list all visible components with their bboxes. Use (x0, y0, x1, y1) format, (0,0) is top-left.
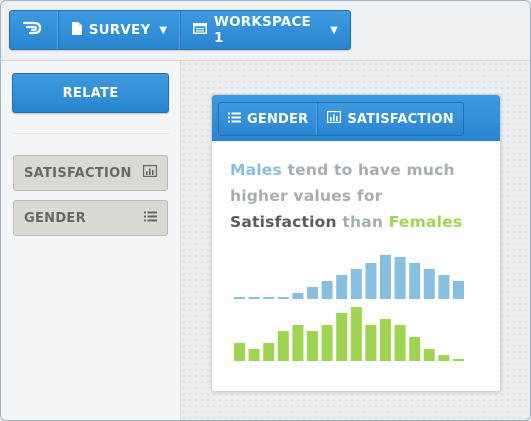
list-icon (144, 211, 157, 226)
female-bar (321, 325, 333, 361)
male-bar (336, 275, 348, 299)
field-satisfaction[interactable]: SATISFACTION (13, 155, 168, 191)
males-highlight: Males (230, 161, 282, 179)
card-header: GENDER SATISFACTION (212, 95, 500, 141)
logo-button[interactable] (10, 11, 59, 49)
female-bar (292, 325, 304, 361)
workspace-dropdown[interactable]: WORKSPACE 1 ▼ (181, 11, 350, 49)
female-bar (336, 313, 348, 361)
female-bar (365, 325, 377, 361)
field-gender[interactable]: GENDER (13, 200, 168, 236)
workspace-label: WORKSPACE 1 (214, 14, 311, 46)
female-bar (248, 349, 260, 361)
male-bar (365, 263, 377, 299)
chevron-down-icon: ▼ (159, 24, 168, 36)
desc-text: than (336, 213, 389, 231)
male-bar (409, 263, 421, 299)
male-bar (292, 293, 304, 299)
distribution-chart (234, 255, 464, 361)
list-icon (228, 112, 241, 127)
survey-label: SURVEY (88, 22, 151, 38)
male-bar (277, 297, 289, 299)
satisfaction-highlight: Satisfaction (230, 213, 337, 231)
male-bar (234, 297, 245, 299)
field-label: SATISFACTION (24, 165, 132, 181)
male-bar (394, 257, 406, 299)
female-bar (350, 307, 362, 361)
tab-gender[interactable]: GENDER (219, 103, 319, 135)
female-bar (263, 343, 275, 361)
male-bar (438, 275, 450, 299)
female-bar (438, 355, 450, 361)
bar-chart-icon (327, 111, 342, 127)
male-bar (380, 255, 391, 299)
female-bar (277, 331, 289, 361)
male-bar (350, 269, 362, 299)
tab-label: GENDER (247, 111, 309, 127)
card-tab-group: GENDER SATISFACTION (218, 102, 464, 136)
tab-satisfaction[interactable]: SATISFACTION (318, 103, 463, 135)
females-highlight: Females (388, 213, 463, 231)
female-bar (409, 337, 421, 361)
survey-dropdown[interactable]: SURVEY ▼ (59, 11, 181, 49)
relate-button[interactable]: RELATE (12, 73, 169, 113)
male-bar (307, 287, 318, 299)
chevron-down-icon: ▼ (330, 24, 338, 36)
sidebar-divider (12, 133, 169, 134)
tab-label: SATISFACTION (347, 111, 454, 127)
male-bar (263, 297, 275, 299)
desc-text: tend to have much higher values for (230, 161, 455, 205)
insight-description: Males tend to have much higher values fo… (230, 157, 490, 235)
female-bar (307, 331, 318, 361)
female-bar (380, 319, 391, 361)
male-bar (423, 269, 435, 299)
document-icon (71, 21, 82, 39)
relation-card: GENDER SATISFACTION Males tend to have m… (211, 94, 501, 392)
bar-chart-icon (143, 165, 158, 181)
male-bar (248, 297, 260, 299)
female-bar (423, 349, 435, 361)
field-label: GENDER (24, 210, 86, 226)
workspace-canvas: GENDER SATISFACTION Males tend to have m… (181, 61, 530, 420)
cloud-logo-icon (22, 20, 46, 40)
window-icon (193, 22, 207, 38)
female-bar (234, 343, 245, 361)
sidebar: RELATE SATISFACTION GENDER (1, 61, 181, 420)
male-bar (321, 281, 333, 299)
top-toolbar: SURVEY ▼ WORKSPACE 1 ▼ (1, 1, 530, 61)
male-bar (453, 281, 464, 299)
female-bar (453, 359, 464, 361)
toolbar-button-group: SURVEY ▼ WORKSPACE 1 ▼ (9, 10, 351, 50)
female-bar (394, 325, 406, 361)
